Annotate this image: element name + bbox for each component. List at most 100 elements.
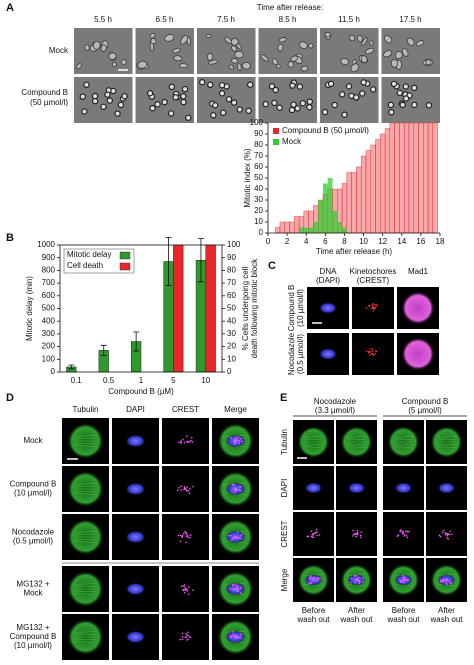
chromosomes xyxy=(125,434,146,448)
kinetochore xyxy=(446,583,448,585)
kinetochore xyxy=(180,442,183,444)
cell xyxy=(396,89,403,97)
y-tick-label: 10 xyxy=(227,354,236,363)
cell xyxy=(411,101,418,109)
chromosomes xyxy=(318,348,338,360)
cell xyxy=(84,44,90,51)
kinetochore xyxy=(350,577,353,580)
x-axis-label: Compound B (µM) xyxy=(108,387,174,396)
kinetochore xyxy=(446,535,448,537)
cell xyxy=(168,83,175,91)
chromosomes xyxy=(125,630,146,644)
kinetochore xyxy=(359,536,362,539)
kinetochore xyxy=(442,529,445,532)
cell xyxy=(308,43,314,49)
bar xyxy=(327,178,333,233)
kinetochore xyxy=(239,535,242,537)
bar xyxy=(284,221,290,234)
cell xyxy=(149,104,156,112)
y-tick-label: 0 xyxy=(51,367,56,376)
kinetochore xyxy=(405,534,408,537)
bar xyxy=(389,122,395,234)
cell xyxy=(207,59,219,65)
kinetochore xyxy=(235,489,238,492)
kinetochore xyxy=(359,534,362,537)
kinetochore xyxy=(183,584,186,586)
bar xyxy=(413,122,419,234)
cell xyxy=(149,32,156,39)
kinetochore xyxy=(185,535,188,538)
kinetochore xyxy=(186,639,189,641)
kinetochore xyxy=(444,532,447,534)
x-tick-label: 10 xyxy=(359,237,368,246)
y-tick-label: 500 xyxy=(42,304,56,313)
cell xyxy=(383,50,393,58)
cell xyxy=(231,58,239,64)
kinetochore xyxy=(358,579,361,582)
error-bar xyxy=(133,331,140,352)
kinetochore xyxy=(360,531,362,533)
row-label: (10 µmol/l) xyxy=(14,489,52,498)
row-label: Compound B xyxy=(21,88,68,97)
cell xyxy=(402,95,410,102)
x-tick-label: 0.1 xyxy=(71,376,83,385)
kinetochore xyxy=(182,589,185,592)
kinetochore xyxy=(356,529,359,532)
bar xyxy=(370,144,376,234)
bar xyxy=(342,227,347,233)
kinetochore xyxy=(185,632,187,635)
spindle xyxy=(74,533,97,536)
kinetochore xyxy=(406,536,409,539)
kinetochore xyxy=(181,536,183,539)
kinetochore xyxy=(451,533,453,535)
cell xyxy=(390,59,398,68)
bar xyxy=(418,122,424,234)
cell xyxy=(415,40,425,47)
cell xyxy=(137,60,148,69)
spindle xyxy=(74,540,97,544)
kinetochore xyxy=(188,586,190,588)
column-label: 7.5 h xyxy=(217,15,235,24)
kinetochore xyxy=(402,574,404,577)
kinetochore xyxy=(238,442,241,445)
kinetochore xyxy=(308,582,310,585)
kinetochore xyxy=(180,585,183,588)
cell xyxy=(205,33,212,38)
kinetochore xyxy=(396,535,399,537)
kinetochore xyxy=(176,489,179,492)
cell xyxy=(83,81,90,89)
column-label: wash out xyxy=(296,615,330,624)
kinetochore xyxy=(183,591,186,594)
kinetochore xyxy=(236,537,239,539)
spindle xyxy=(74,640,97,644)
y-tick-label: 1000 xyxy=(37,240,55,249)
kinetochore xyxy=(187,490,190,492)
kinetochore xyxy=(352,529,354,532)
kinetochore xyxy=(185,541,187,544)
cell xyxy=(299,41,308,49)
column-label: 11.5 h xyxy=(338,15,360,24)
bar xyxy=(384,128,391,234)
legend-label: Mitotic delay xyxy=(67,250,111,259)
spindle xyxy=(74,442,97,445)
kinetochore xyxy=(190,439,192,442)
cell xyxy=(350,63,359,73)
row-label: Tubulin xyxy=(280,429,289,455)
cell xyxy=(406,37,415,46)
y-tick-label: 100 xyxy=(250,118,264,127)
cell xyxy=(91,92,99,100)
kinetochore xyxy=(315,528,318,531)
y-tick-label: 80 xyxy=(227,266,236,275)
cell xyxy=(387,101,395,109)
kinetochore xyxy=(183,488,185,491)
kinetochore xyxy=(310,535,313,537)
kinetochore xyxy=(179,540,182,543)
chromosomes xyxy=(347,482,366,494)
kinetochore xyxy=(183,485,186,488)
y-tick-label: 90 xyxy=(227,253,236,262)
kinetochore xyxy=(238,439,241,442)
kinetochore xyxy=(186,534,189,536)
cell xyxy=(360,55,368,64)
y-tick-label: 700 xyxy=(42,278,56,287)
cell xyxy=(121,93,128,100)
